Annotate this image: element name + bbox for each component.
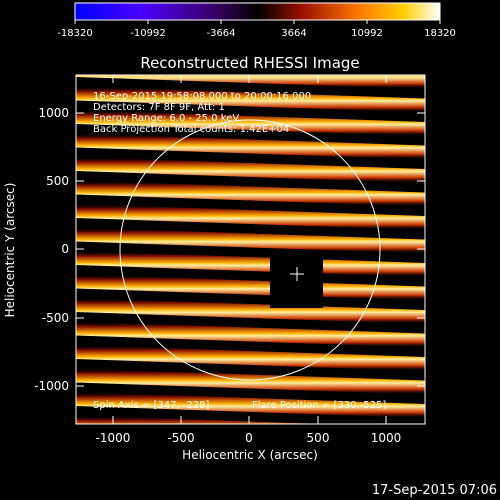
fringe-band	[76, 227, 425, 254]
y-axis-title: Heliocentric Y (arcsec)	[3, 183, 17, 318]
fringe-band	[76, 368, 425, 395]
y-tick-label: 500	[46, 174, 69, 188]
colorbar-tick: -10992	[130, 28, 165, 39]
fringe-band	[76, 110, 425, 136]
x-tick-label: 1000	[371, 431, 402, 445]
fringe-band	[76, 321, 425, 348]
rhessi-image	[76, 75, 425, 424]
fringe-pattern	[76, 75, 425, 424]
axis-ticks	[76, 75, 425, 424]
fringe-band	[76, 298, 425, 324]
fringe-band	[76, 345, 425, 371]
colorbar-tick: 18320	[424, 28, 456, 39]
x-tick-label: 500	[307, 431, 330, 445]
flare-marker	[290, 267, 304, 281]
flare-position-label: Flare Position = [330,-525]	[252, 400, 386, 411]
x-tick-label: -500	[167, 431, 194, 445]
colorbar-tick: -18320	[57, 28, 92, 39]
fringe-band	[76, 75, 425, 89]
info-overlay: 16-Sep-2015 19:58:08.000 to 20:00:16.000…	[93, 91, 311, 135]
fringe-band	[76, 274, 425, 301]
colorbar: -18320 -10992 -3664 3664 10992 18320	[57, 2, 456, 39]
solar-limb	[119, 119, 381, 381]
x-tick-label: -1000	[96, 431, 131, 445]
fringe-band	[76, 157, 425, 183]
y-tick-label: -500	[42, 311, 69, 325]
fringe-band	[76, 204, 425, 230]
fringe-band	[76, 180, 425, 207]
info-detectors: Detectors: 7F 8F 9F, Att: 1	[93, 102, 225, 113]
info-method: Back Projection Total counts: 1.42E+04	[93, 124, 289, 135]
colorbar-gradient	[74, 2, 441, 21]
colorbar-tick: 10992	[351, 28, 383, 39]
info-energy: Energy Range: 6.0 - 25.0 keV	[93, 113, 239, 124]
x-axis-title: Heliocentric X (arcsec)	[182, 448, 318, 462]
fringe-band	[76, 251, 425, 277]
fringe-band	[76, 415, 324, 424]
y-tick-label: 1000	[38, 106, 69, 120]
fringe-band	[76, 392, 425, 418]
y-tick-label: -1000	[34, 379, 69, 393]
x-tick-label: 0	[245, 431, 253, 445]
spin-axis-label: Spin Axis = [347, -228]	[93, 400, 210, 411]
info-time: 16-Sep-2015 19:58:08.000 to 20:00:16.000	[93, 91, 311, 102]
fringe-band	[76, 133, 425, 160]
plot-title: Reconstructed RHESSI Image	[140, 54, 359, 72]
render-timestamp: 17-Sep-2015 07:06	[372, 483, 497, 498]
y-tick-label: 0	[61, 242, 69, 256]
colorbar-tick: 3664	[281, 28, 306, 39]
colorbar-tick: -3664	[206, 28, 235, 39]
fringe-band	[76, 86, 425, 113]
